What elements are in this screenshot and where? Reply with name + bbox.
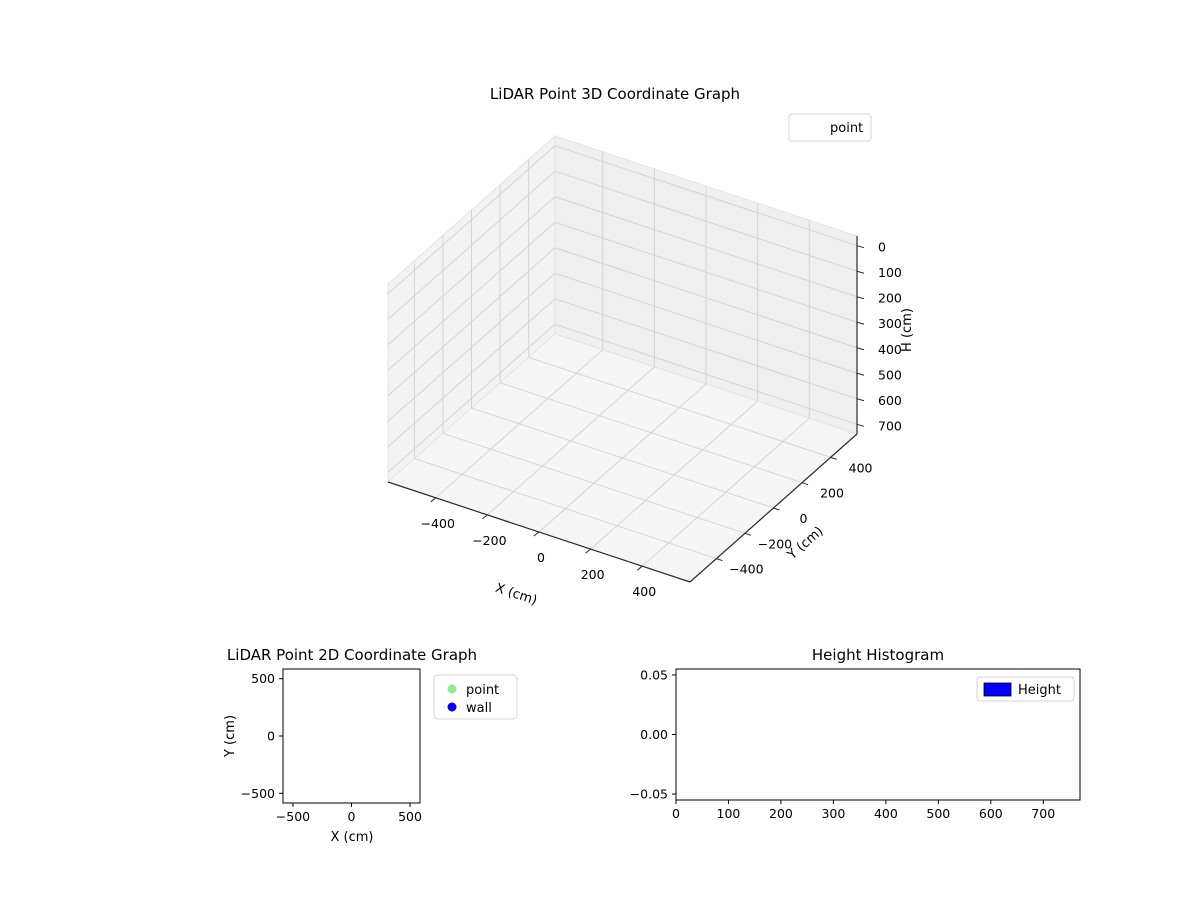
z-tick [856, 347, 865, 351]
y-tick [773, 507, 780, 511]
gridline-y [471, 407, 774, 509]
legend-label-height: Height [1018, 683, 1061, 698]
z-tick-label: 400 [878, 342, 902, 357]
plot2d-ylabel: Y (cm) [223, 715, 238, 758]
plot2d-legend: point wall [433, 674, 518, 720]
x-tick [430, 497, 437, 503]
plot3d-xlabel: X (cm) [493, 581, 539, 609]
gridline-z [387, 145, 556, 295]
z-tick [856, 245, 865, 249]
gridline-z [387, 196, 556, 346]
z-tick-label: 200 [878, 291, 902, 306]
z-tick [856, 372, 865, 376]
legend-marker-wall [447, 702, 457, 712]
x-tick-label: 0 [672, 806, 680, 821]
plot2d-xlabel: X (cm) [331, 830, 374, 845]
y-tick-label: 0.00 [640, 727, 668, 742]
x-tick [636, 565, 643, 571]
z-tick-label: 600 [878, 393, 902, 408]
z-tick-label: 500 [878, 367, 902, 382]
z-tick [856, 398, 865, 402]
legend-swatch-height [983, 682, 1012, 697]
gridline-y [414, 458, 717, 560]
gridline-z [387, 323, 556, 473]
gridline-y [499, 382, 803, 484]
z-tick-label: 0 [878, 240, 886, 255]
legend-label-point: point [830, 121, 863, 136]
gridline-z [387, 298, 556, 448]
hist-title: Height Histogram [812, 646, 944, 664]
gridline-z [387, 221, 556, 371]
x-tick-label: −200 [472, 533, 506, 548]
hist-legend: Height [976, 676, 1075, 702]
y-tick-label: 400 [849, 460, 873, 475]
x-tick-label: −400 [421, 516, 455, 531]
z-tick-label: 300 [878, 316, 902, 331]
gridline-z [387, 170, 556, 320]
z-tick [856, 321, 865, 325]
axes-frame [282, 668, 421, 804]
gridline-z [554, 170, 858, 272]
legend-marker-point [447, 684, 457, 694]
z-tick [856, 270, 865, 274]
y-tick [830, 456, 837, 460]
gridline-z [554, 298, 858, 400]
gridline-z [554, 221, 858, 323]
x-tick-label: 600 [979, 806, 1003, 821]
gridline-z [554, 145, 858, 247]
x-tick-label: 200 [769, 806, 793, 821]
y-tick-label: 0.05 [640, 667, 668, 682]
legend-label-point: point [466, 683, 499, 698]
x-tick [482, 514, 488, 520]
gridline-z [554, 323, 858, 425]
x-tick [585, 548, 591, 554]
y-tick [801, 482, 809, 486]
gridline-z [554, 196, 858, 298]
z-tick [856, 423, 865, 427]
plot3d-axes: −400 −200 0 200 400 −400 −200 0 200 400 0 100 200 300… [387, 134, 902, 599]
y-tick [744, 532, 752, 536]
plot3d-legend: point [788, 113, 872, 142]
y-tick [716, 558, 723, 562]
y-tick-label: −500 [241, 786, 275, 801]
y-tick-label: −400 [729, 562, 763, 577]
gridline-z [387, 247, 556, 397]
x-tick-label: 300 [821, 806, 845, 821]
plot2d-title: LiDAR Point 2D Coordinate Graph [227, 646, 477, 664]
gridline-z [387, 272, 556, 422]
y-tick-label: −0.05 [630, 787, 668, 802]
plot2d-axes: −500 0 500 −500 0 500 [241, 668, 422, 824]
z-tick-label: 100 [878, 265, 902, 280]
x-tick-label: 700 [1031, 806, 1055, 821]
x-tick-label: 500 [398, 809, 422, 824]
x-tick [533, 531, 540, 537]
x-tick-label: 500 [926, 806, 950, 821]
z-tick-label: 700 [878, 418, 902, 433]
y-tick-label: −200 [758, 536, 792, 551]
gridline-z [554, 272, 858, 374]
y-tick-label: 200 [820, 486, 844, 501]
z-tick [856, 296, 865, 300]
x-tick-label: 0 [348, 809, 356, 824]
x-tick-label: −500 [276, 809, 310, 824]
gridline-y [528, 356, 831, 458]
legend-frame [788, 113, 872, 142]
x-tick-label: 200 [581, 567, 605, 582]
x-tick-label: 400 [632, 584, 656, 599]
x-tick-label: 0 [537, 550, 545, 565]
x-tick-label: 100 [717, 806, 741, 821]
legend-label-wall: wall [466, 701, 492, 716]
x-tick-label: 400 [874, 806, 898, 821]
hist-axes: 0 100 200 300 400 500 600 700 −0.05 0.00 0.05 [630, 667, 1081, 821]
plot3d-title: LiDAR Point 3D Coordinate Graph [490, 85, 740, 103]
gridline-y [442, 432, 746, 534]
plot3d-zlabel: H (cm) [900, 308, 915, 352]
y-tick-label: 500 [251, 671, 275, 686]
y-tick-label: 0 [800, 511, 808, 526]
gridline-z [554, 247, 858, 349]
y-tick-label: 0 [267, 729, 275, 744]
